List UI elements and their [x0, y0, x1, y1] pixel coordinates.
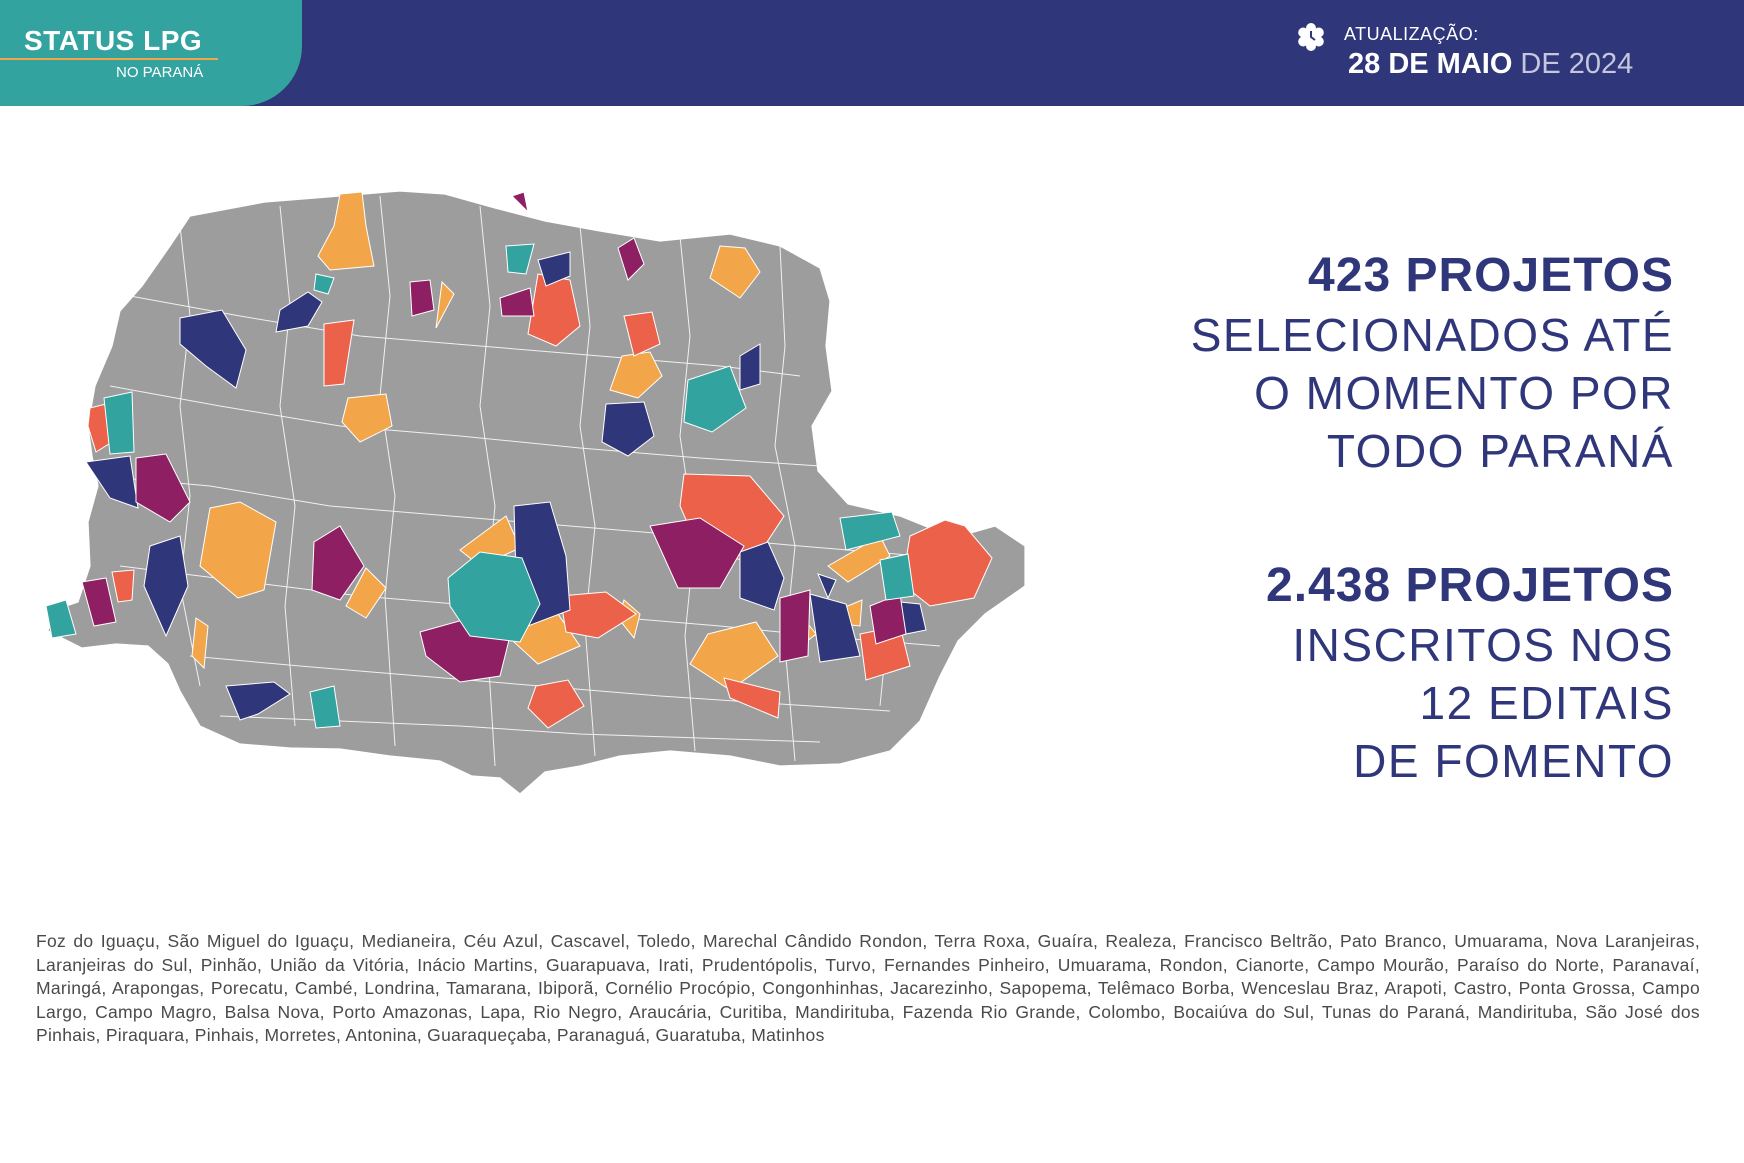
stat-selected-number: 423 PROJETOS: [1308, 249, 1674, 302]
stat-registered: 2.438 PROJETOS INSCRITOS NOS 12 EDITAIS …: [1034, 556, 1674, 790]
municipality-region: [447, 551, 541, 643]
municipality-region: [81, 577, 117, 627]
municipality-region: [135, 453, 191, 523]
municipality-region: [345, 567, 387, 619]
stat-selected-line: SELECIONADOS ATÉ: [1190, 309, 1674, 361]
municipality-region: [779, 589, 811, 663]
municipality-region: [537, 251, 571, 287]
municipality-region: [723, 677, 781, 719]
stat-registered-line: INSCRITOS NOS: [1292, 619, 1674, 671]
municipality-region: [559, 591, 637, 639]
municipality-region: [649, 517, 745, 589]
municipality-region: [143, 535, 189, 638]
update-label: ATUALIZAÇÃO:: [1344, 24, 1479, 44]
stat-selected-line: O MOMENTO POR: [1254, 367, 1674, 419]
municipality-region: [817, 573, 837, 600]
municipality-region: [179, 309, 247, 389]
municipality-region: [311, 525, 365, 601]
municipality-region: [709, 245, 761, 299]
municipality-region: [511, 191, 529, 214]
municipality-region: [409, 279, 435, 317]
stat-registered-line: 12 EDITAIS: [1419, 677, 1674, 729]
municipality-region: [309, 685, 341, 729]
municipality-region: [499, 287, 535, 317]
municipality-region: [317, 191, 375, 271]
update-date-day: 28 DE MAIO: [1348, 48, 1513, 80]
stat-registered-number: 2.438 PROJETOS: [1266, 559, 1674, 612]
page-subtitle: NO PARANÁ: [116, 64, 204, 81]
municipality-region: [623, 311, 661, 357]
municipality-region: [323, 319, 355, 387]
parana-map: [45, 190, 1026, 795]
municipality-region: [689, 621, 779, 691]
municipality-region: [85, 455, 139, 509]
calendar-flower-icon: [1298, 23, 1324, 51]
municipality-region: [617, 237, 645, 281]
city-list: Foz do Iguaçu, São Miguel do Iguaçu, Med…: [36, 931, 1700, 1045]
municipality-region: [683, 365, 747, 433]
municipality-region: [609, 351, 663, 399]
municipality-region: [839, 511, 901, 551]
municipality-region: [601, 401, 655, 457]
municipality-region: [191, 617, 209, 670]
municipality-region: [527, 679, 585, 729]
municipality-region: [313, 273, 335, 295]
municipality-region: [739, 541, 785, 611]
highlighted-municipalities: [45, 191, 993, 729]
page-title: STATUS LPG: [24, 25, 203, 56]
municipality-region: [45, 599, 77, 639]
header-bar: STATUS LPG NO PARANÁ ATUALIZAÇÃO: 28 DE …: [0, 0, 1744, 106]
brand-tab: STATUS LPG NO PARANÁ: [0, 0, 302, 106]
stat-selected: 423 PROJETOS SELECIONADOS ATÉ O MOMENTO …: [1034, 246, 1674, 480]
municipality-region: [111, 569, 135, 603]
municipality-region: [103, 391, 135, 455]
municipality-region: [435, 280, 455, 329]
municipality-region: [275, 291, 323, 333]
municipality-region: [739, 343, 761, 391]
municipality-region: [341, 393, 393, 443]
stat-registered-line: DE FOMENTO: [1353, 735, 1674, 787]
stat-selected-line: TODO PARANÁ: [1326, 425, 1674, 477]
update-date-year: DE 2024: [1512, 48, 1634, 80]
update-date: 28 DE MAIO DE 2024: [1348, 48, 1633, 81]
municipality-region: [879, 553, 915, 601]
municipality-region: [527, 273, 581, 347]
brand-divider: [0, 58, 218, 60]
municipality-region: [199, 501, 277, 599]
municipality-region: [809, 593, 861, 663]
municipality-region: [225, 681, 291, 721]
municipality-region: [505, 243, 535, 275]
